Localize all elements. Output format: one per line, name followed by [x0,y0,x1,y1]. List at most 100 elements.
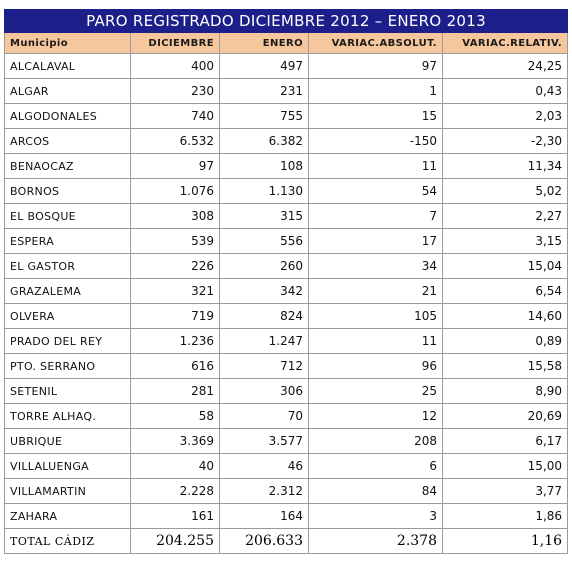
cell-municipio: ZAHARA [4,503,131,529]
cell-variac-relativ: 1,86 [441,503,569,529]
cell-enero: 755 [219,103,309,129]
cell-municipio: PRADO DEL REY [4,328,131,354]
table-row: PTO. SERRANO 616 712 96 15,58 [4,353,569,379]
cell-variac-absolut: 97 [308,53,443,79]
cell-enero: 1.130 [219,178,309,204]
cell-enero: 306 [219,378,309,404]
cell-variac-relativ: 0,43 [441,78,569,104]
cell-variac-relativ: 3,15 [441,228,569,254]
cell-variac-absolut: 25 [308,378,443,404]
cell-variac-absolut: 11 [308,153,443,179]
cell-municipio: UBRIQUE [4,428,131,454]
cell-variac-relativ: 6,54 [441,278,569,304]
total-enero: 206.633 [219,528,309,554]
cell-diciembre: 161 [130,503,220,529]
cell-variac-relativ: 0,89 [441,328,569,354]
cell-enero: 3.577 [219,428,309,454]
cell-variac-relativ: 11,34 [441,153,569,179]
total-row: TOTAL CÁDIZ 204.255 206.633 2.378 1,16 [4,528,569,554]
total-diciembre: 204.255 [130,528,220,554]
cell-variac-relativ: 2,03 [441,103,569,129]
table-row: ALCALAVAL 400 497 97 24,25 [4,53,569,79]
table-row: OLVERA 719 824 105 14,60 [4,303,569,329]
cell-enero: 556 [219,228,309,254]
cell-variac-relativ: 14,60 [441,303,569,329]
table-row: ARCOS 6.532 6.382 -150 -2,30 [4,128,569,154]
cell-variac-absolut: 208 [308,428,443,454]
cell-diciembre: 58 [130,403,220,429]
cell-diciembre: 616 [130,353,220,379]
cell-enero: 315 [219,203,309,229]
cell-municipio: TORRE ALHAQ. [4,403,131,429]
cell-variac-relativ: 6,17 [441,428,569,454]
cell-variac-relativ: 8,90 [441,378,569,404]
cell-variac-absolut: 17 [308,228,443,254]
cell-variac-relativ: 3,77 [441,478,569,504]
cell-diciembre: 97 [130,153,220,179]
cell-municipio: EL GASTOR [4,253,131,279]
table-row: PRADO DEL REY 1.236 1.247 11 0,89 [4,328,569,354]
cell-diciembre: 2.228 [130,478,220,504]
table-row: GRAZALEMA 321 342 21 6,54 [4,278,569,304]
cell-variac-relativ: -2,30 [441,128,569,154]
header-municipio: Municipio [4,32,131,54]
cell-municipio: OLVERA [4,303,131,329]
cell-enero: 2.312 [219,478,309,504]
cell-municipio: ALGAR [4,78,131,104]
cell-diciembre: 740 [130,103,220,129]
cell-variac-absolut: 12 [308,403,443,429]
table-row: TORRE ALHAQ. 58 70 12 20,69 [4,403,569,429]
cell-diciembre: 226 [130,253,220,279]
cell-municipio: ALGODONALES [4,103,131,129]
cell-variac-absolut: -150 [308,128,443,154]
header-variac-absolut: VARIAC.ABSOLUT. [308,32,443,54]
cell-variac-absolut: 7 [308,203,443,229]
table-row: UBRIQUE 3.369 3.577 208 6,17 [4,428,569,454]
cell-municipio: VILLAMARTIN [4,478,131,504]
cell-variac-absolut: 96 [308,353,443,379]
cell-variac-relativ: 5,02 [441,178,569,204]
cell-variac-absolut: 3 [308,503,443,529]
cell-enero: 824 [219,303,309,329]
table-row: VILLAMARTIN 2.228 2.312 84 3,77 [4,478,569,504]
cell-variac-absolut: 6 [308,453,443,479]
cell-enero: 70 [219,403,309,429]
cell-municipio: BENAOCAZ [4,153,131,179]
total-label: TOTAL CÁDIZ [4,528,131,554]
cell-municipio: EL BOSQUE [4,203,131,229]
title-row: PARO REGISTRADO DICIEMBRE 2012 – ENERO 2… [3,9,569,33]
cell-variac-absolut: 54 [308,178,443,204]
cell-diciembre: 719 [130,303,220,329]
cell-diciembre: 539 [130,228,220,254]
cell-municipio: ESPERA [4,228,131,254]
table-row: BENAOCAZ 97 108 11 11,34 [4,153,569,179]
cell-enero: 497 [219,53,309,79]
header-enero: ENERO [219,32,309,54]
cell-diciembre: 281 [130,378,220,404]
cell-municipio: ALCALAVAL [4,53,131,79]
header-row: Municipio DICIEMBRE ENERO VARIAC.ABSOLUT… [4,32,569,54]
table-title: PARO REGISTRADO DICIEMBRE 2012 – ENERO 2… [3,9,569,33]
cell-enero: 1.247 [219,328,309,354]
cell-diciembre: 230 [130,78,220,104]
cell-variac-relativ: 2,27 [441,203,569,229]
cell-variac-absolut: 105 [308,303,443,329]
cell-enero: 164 [219,503,309,529]
table-row: ALGODONALES 740 755 15 2,03 [4,103,569,129]
cell-diciembre: 400 [130,53,220,79]
cell-variac-relativ: 24,25 [441,53,569,79]
table-row: ESPERA 539 556 17 3,15 [4,228,569,254]
cell-enero: 46 [219,453,309,479]
table-row: SETENIL 281 306 25 8,90 [4,378,569,404]
cell-enero: 260 [219,253,309,279]
cell-variac-relativ: 15,04 [441,253,569,279]
cell-variac-absolut: 11 [308,328,443,354]
table-row: EL BOSQUE 308 315 7 2,27 [4,203,569,229]
cell-variac-absolut: 1 [308,78,443,104]
cell-variac-relativ: 20,69 [441,403,569,429]
table-row: ALGAR 230 231 1 0,43 [4,78,569,104]
header-diciembre: DICIEMBRE [130,32,220,54]
table-row: ZAHARA 161 164 3 1,86 [4,503,569,529]
cell-variac-absolut: 84 [308,478,443,504]
cell-municipio: ARCOS [4,128,131,154]
